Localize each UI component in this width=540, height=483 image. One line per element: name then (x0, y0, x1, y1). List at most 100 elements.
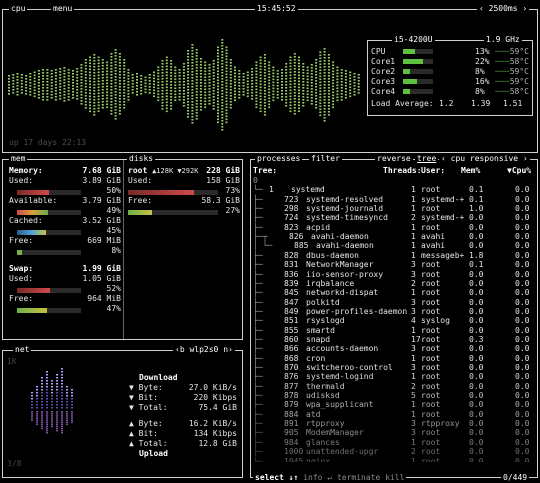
cpu-graph-dot (306, 78, 309, 81)
kill-button[interactable]: kill (385, 473, 405, 482)
cpu-graph-dot (204, 70, 207, 73)
cpu-graph-dot (259, 98, 262, 101)
cpu-graph-dot (234, 87, 236, 90)
cpu-graph-dot (101, 86, 104, 88)
net-upload-dot (31, 415, 33, 417)
process-row[interactable]: ├─ 828 dbus-daemon 1 messageb+ 1.8 0.0 (253, 250, 530, 260)
process-row[interactable]: ├─ 879 wpa_supplicant 1 root 0.0 0.0 (253, 400, 530, 410)
cpu-graph-dot (42, 84, 45, 86)
cpu-graph-dot (67, 69, 70, 71)
cpu-graph-dot (259, 59, 262, 62)
cpu-graph-dot (170, 99, 173, 101)
cpu-graph-dot (225, 76, 228, 79)
cpu-graph-dot (136, 82, 138, 84)
process-row[interactable]: ├─ 849 power-profiles-daemon 3 root 0.0 … (253, 306, 530, 316)
process-row[interactable]: ├─ 831 NetworkManager 3 root 0.1 0.0 (253, 260, 530, 270)
cpu-graph-dot (89, 56, 91, 59)
process-row[interactable]: ├─┬ 826 avahi-daemon 1 avahi 0.0 0.0 (253, 232, 530, 242)
process-row[interactable]: ├─ 905 ModemManager 3 root 0.0 0.0 (253, 428, 530, 438)
cpu-graph-dot (242, 85, 245, 87)
cpu-graph-dot (118, 104, 121, 106)
process-row[interactable]: ├─ 298 systemd-journald 1 root 1.0 0.0 (253, 204, 530, 214)
menu-button[interactable]: menu (51, 4, 75, 14)
process-row[interactable]: ├─ 847 polkitd 3 root 0.0 0.0 (253, 297, 530, 307)
cpu-graph-dot (144, 85, 147, 88)
cpu-graph-dot (212, 72, 215, 74)
process-row[interactable]: ├─ 884 atd 1 root 0.0 0.0 (253, 409, 530, 419)
cpu-graph-dot (272, 84, 275, 87)
process-row[interactable]: ├─ 870 switcheroo-control 3 root 0.0 0.0 (253, 363, 530, 372)
cpu-graph-dot (212, 93, 215, 95)
process-row[interactable]: ├─ 839 irqbalance 2 root 0.0 0.0 (253, 278, 530, 288)
process-row[interactable]: ├─ 878 udisksd 5 root 0.0 0.0 (253, 391, 530, 401)
tree-toggle[interactable]: tree (415, 154, 439, 164)
process-row[interactable]: ├─ 851 rsyslogd 4 syslog 0.0 0.0 (253, 316, 530, 326)
process-row[interactable]: ├─ 724 systemd-timesyncd 2 systemd-+ 0.0… (253, 213, 530, 223)
process-row[interactable]: └─ 1 systemd 1 root 0.1 0.0 (253, 185, 530, 195)
terminate-button[interactable]: terminate (336, 473, 381, 482)
cpu-graph-dot (127, 84, 130, 86)
cpu-graph-dot (54, 81, 57, 83)
cpu-graph-dot (67, 93, 70, 95)
cpu-graph-dot (251, 74, 254, 76)
cpu-graph-dot (298, 74, 300, 77)
process-row[interactable]: ├─ 866 accounts-daemon 3 root 0.0 0.0 (253, 344, 530, 354)
cpu-graph-dot (110, 92, 113, 94)
cpu-graph-dot (118, 101, 121, 103)
uptime: up 17 days 22:13 (9, 138, 87, 147)
process-row[interactable]: ├─ 876 systemd-logind 1 root 0.0 0.0 (253, 372, 530, 382)
process-row[interactable]: ├─ 868 cron 1 root 0.0 0.0 (253, 353, 530, 363)
cpu-graph-dot (136, 94, 138, 96)
cpu-graph-dot (110, 68, 113, 70)
cpu-graph-dot (276, 97, 279, 99)
cpu-graph-dot (127, 93, 130, 95)
cpu-graph-dot (195, 94, 198, 96)
cpu-graph-dot (118, 107, 121, 109)
cpu-graph-dot (191, 71, 194, 73)
interface-selector[interactable]: ‹b wlp2s0 n› (173, 345, 235, 355)
cpu-graph-dot (225, 58, 228, 61)
cpu-graph-dot (42, 81, 45, 83)
process-row[interactable]: ├─ 855 smartd 1 root 0.0 0.0 (253, 325, 530, 335)
process-row[interactable]: ├─ 723 systemd-resolved 1 systemd-+ 0.1 … (253, 194, 530, 204)
filter-button[interactable]: filter (309, 154, 342, 164)
cpu-graph-dot (110, 77, 113, 79)
process-row[interactable]: ├─ 860 snapd 17 root 0.3 0.0 (253, 334, 530, 344)
cpu-graph-dot (16, 73, 19, 75)
cpu-graph-dot (76, 71, 79, 73)
process-row[interactable]: ├─ 823 acpid 1 root 0.0 0.0 (253, 222, 530, 232)
cpu-graph-dot (234, 72, 236, 75)
cpu-graph-dot (298, 80, 300, 83)
cpu-graph-dot (63, 100, 66, 102)
cpu-graph-dot (106, 76, 109, 79)
sort-selector[interactable]: ‹ cpu responsive › (439, 154, 530, 164)
process-row[interactable]: ├─ 845 networkd-dispat 1 root 0.0 0.0 (253, 288, 530, 298)
process-row[interactable]: │ └─ 885 avahi-daemon 1 avahi 0.0 0.0 (253, 241, 530, 251)
cpu-graph-dot (84, 89, 87, 91)
cpu-graph-dot (101, 107, 104, 109)
cpu-graph-dot (12, 74, 15, 76)
process-row[interactable]: ├─ 877 thermald 2 root 0.0 0.0 (253, 381, 530, 391)
process-row[interactable]: ├─ 891 rtpproxy 3 rtpproxy 0.0 0.0 (253, 419, 530, 429)
select-button[interactable]: select ↓↑ (255, 473, 299, 482)
cpu-graph-dot (293, 89, 296, 91)
reverse-toggle[interactable]: reverse (375, 154, 413, 164)
process-row[interactable]: ├─ 1000 unattended-upgr 2 root 0.0 0.0 (253, 447, 530, 457)
cpu-tab[interactable]: cpu (9, 4, 28, 14)
cpu-graph-dot (165, 86, 168, 89)
cpu-graph-dot (217, 73, 219, 76)
process-row[interactable]: 0 (253, 176, 258, 185)
update-interval[interactable]: ‹ 2500ms › (477, 4, 530, 14)
cpu-graph-dot (148, 86, 151, 88)
cpu-graph-dot (349, 83, 352, 86)
cpu-graph-dot (20, 89, 23, 91)
cpu-graph-dot (63, 85, 66, 87)
process-row[interactable]: ├─ 984 glances 1 root 0.0 0.0 (253, 437, 530, 447)
info-button[interactable]: info ↵ (303, 473, 333, 482)
cpu-graph-dot (8, 87, 10, 89)
process-row[interactable]: ├─ 1045 nginx 1 root 0.0 0.0 (253, 456, 530, 463)
cpu-graph-dot (191, 65, 194, 67)
cpu-graph-dot (319, 108, 322, 111)
process-row[interactable]: ├─ 836 iio-sensor-proxy 3 root 0.0 0.0 (253, 269, 530, 279)
cpu-graph-dot (285, 78, 288, 80)
